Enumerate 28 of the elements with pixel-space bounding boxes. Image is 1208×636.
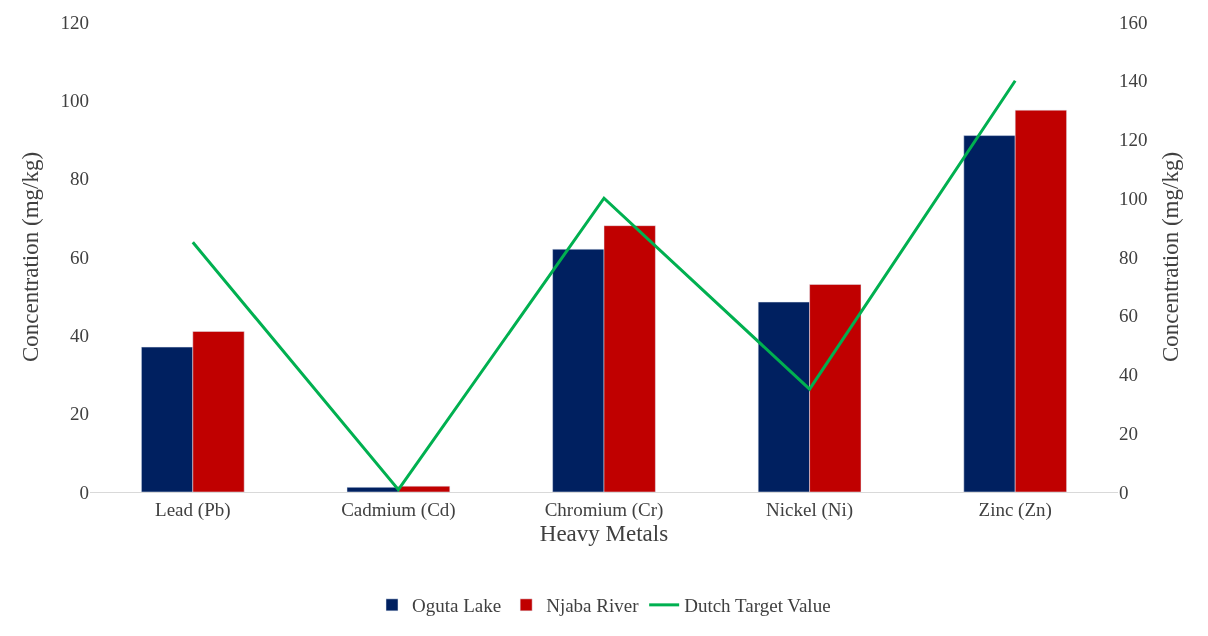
y2-tick-label: 40 <box>1119 364 1138 386</box>
x-tick-label: Nickel (Ni) <box>766 498 854 521</box>
legend-label: Oguta Lake <box>412 595 502 617</box>
y-tick-label: 80 <box>70 168 89 190</box>
y2-tick-label: 80 <box>1119 246 1138 268</box>
y2-tick-label: 120 <box>1119 129 1148 151</box>
legend-label: Njaba River <box>546 595 640 617</box>
x-tick-label: Zinc (Zn) <box>978 498 1052 521</box>
x-axis-title: Heavy Metals <box>539 520 669 546</box>
y-axis-title: Concentration (mg/kg) <box>17 151 43 363</box>
y-tick-label: 60 <box>70 246 89 268</box>
y2-tick-label: 0 <box>1119 481 1129 503</box>
y2-tick-label: 160 <box>1119 11 1148 33</box>
y2-tick-label: 60 <box>1119 305 1138 327</box>
y-tick-label: 20 <box>70 403 89 425</box>
y2-axis-title: Concentration (mg/kg) <box>1158 151 1184 363</box>
y-tick-label: 40 <box>70 324 89 346</box>
y2-tick-label: 140 <box>1119 70 1148 92</box>
x-tick-label: Cadmium (Cd) <box>341 498 456 521</box>
x-tick-label: Chromium (Cr) <box>544 498 664 521</box>
line-series <box>191 79 1017 492</box>
y-tick-label: 120 <box>60 11 89 33</box>
y-tick-label: 0 <box>79 481 89 503</box>
x-tick-label: Lead (Pb) <box>155 498 231 521</box>
legend-label: Dutch Target Value <box>684 595 831 617</box>
y-tick-label: 100 <box>60 89 89 111</box>
y2-tick-label: 100 <box>1119 187 1148 209</box>
y2-tick-label: 20 <box>1119 422 1138 444</box>
